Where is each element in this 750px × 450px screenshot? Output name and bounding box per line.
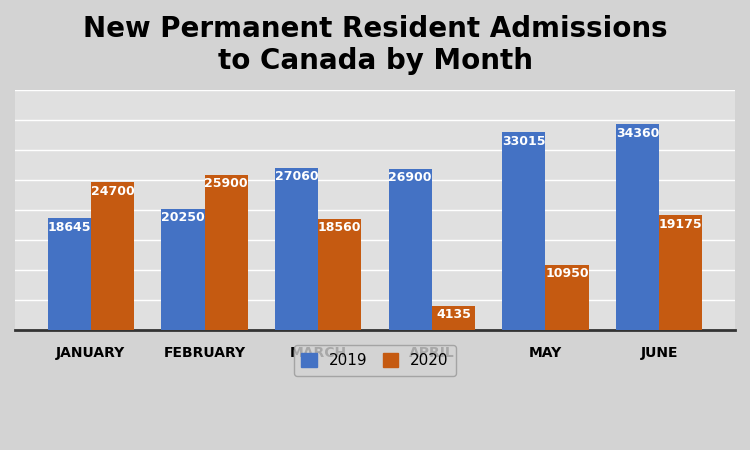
- Text: 34360: 34360: [616, 126, 659, 140]
- Text: 18645: 18645: [47, 221, 91, 234]
- Bar: [91, 182, 134, 330]
- Text: 27060: 27060: [274, 171, 319, 184]
- Bar: [388, 169, 432, 330]
- Bar: [545, 265, 589, 330]
- Text: 19175: 19175: [658, 218, 703, 231]
- Title: New Permanent Resident Admissions
to Canada by Month: New Permanent Resident Admissions to Can…: [82, 15, 668, 76]
- Bar: [318, 219, 362, 330]
- Legend: 2019, 2020: 2019, 2020: [294, 345, 456, 376]
- Text: 10950: 10950: [545, 267, 589, 280]
- Text: 4135: 4135: [436, 308, 471, 321]
- Bar: [503, 132, 545, 330]
- Text: 25900: 25900: [204, 177, 248, 190]
- Bar: [432, 306, 475, 330]
- Text: 20250: 20250: [161, 212, 205, 225]
- Text: 33015: 33015: [502, 135, 545, 148]
- Bar: [616, 124, 659, 330]
- Text: 18560: 18560: [318, 221, 362, 234]
- Bar: [659, 215, 702, 330]
- Bar: [161, 209, 205, 330]
- Bar: [275, 168, 318, 330]
- Bar: [48, 218, 91, 330]
- Text: 26900: 26900: [388, 171, 432, 184]
- Bar: [205, 175, 248, 330]
- Text: 24700: 24700: [91, 184, 134, 198]
